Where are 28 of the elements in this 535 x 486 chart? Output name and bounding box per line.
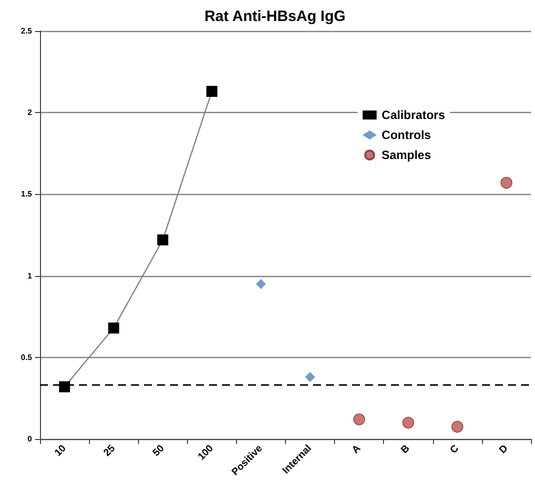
legend-label: Calibrators [382, 108, 446, 122]
point [402, 416, 414, 429]
y-tick-label: 2 [28, 108, 33, 118]
y-tick-label: 0 [28, 434, 33, 444]
y-tick-label: 1 [28, 271, 33, 280]
point [256, 278, 266, 289]
legend-label: Controls [382, 128, 432, 142]
point [353, 414, 366, 426]
x-tick-label: D [497, 443, 510, 456]
x-tick-label: 50 [151, 442, 167, 459]
chart-title: Rat Anti-HBsAg IgG [204, 8, 346, 25]
x-tick-label: C [448, 443, 462, 456]
point [500, 176, 512, 189]
point [451, 420, 464, 433]
point [157, 234, 168, 246]
y-tick-label: 2.5 [20, 26, 33, 36]
y-tick-label: 0.5 [20, 352, 33, 362]
x-tick-label: A [350, 443, 364, 456]
x-tick-label: 100 [196, 442, 216, 463]
y-tick-label: 1.5 [20, 190, 33, 199]
point [206, 86, 218, 97]
point [59, 381, 70, 392]
x-tick-label: 10 [52, 442, 69, 459]
x-tick-label: 25 [102, 442, 118, 459]
x-tick-label: B [399, 443, 412, 456]
legend-label: Samples [382, 148, 432, 162]
point [305, 372, 316, 382]
point [108, 322, 120, 334]
